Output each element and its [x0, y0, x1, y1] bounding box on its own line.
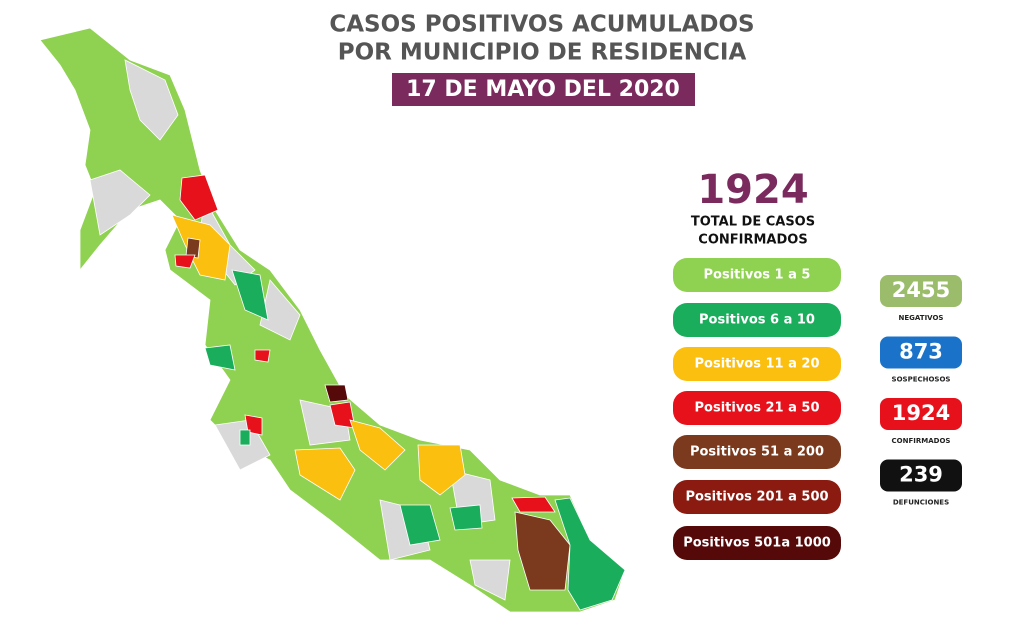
legend-label: Positivos 51 a 200: [690, 445, 824, 460]
region: [469, 559, 511, 601]
region: [171, 214, 231, 281]
region: [239, 429, 251, 446]
region: [294, 447, 356, 501]
total-label: CONFIRMADOS: [698, 233, 807, 248]
legend-label: Positivos 1 a 5: [704, 268, 811, 283]
region: [324, 384, 349, 403]
date-banner: [392, 73, 695, 106]
region: [399, 504, 441, 546]
region: [349, 419, 406, 471]
stat-box: [880, 336, 962, 369]
region: [511, 496, 556, 513]
legend-swatch: [673, 303, 841, 337]
legend-swatch: [673, 480, 841, 514]
region: [254, 349, 271, 363]
legend-swatch: [673, 391, 841, 425]
region: [204, 344, 236, 371]
stat-value: 873: [899, 340, 943, 364]
stat-label: DEFUNCIONES: [893, 499, 949, 507]
region: [124, 59, 179, 141]
stat-value: 239: [899, 463, 943, 487]
total-number: 1924: [697, 167, 808, 213]
stat-value: 1924: [892, 401, 950, 425]
legend-swatch: [673, 435, 841, 469]
region: [514, 511, 571, 591]
legend-label: Positivos 201 a 500: [685, 490, 828, 505]
region: [449, 504, 483, 531]
date: 17 DE MAYO DEL 2020: [406, 77, 680, 102]
region: [417, 444, 466, 496]
region: [179, 174, 219, 221]
region: [89, 169, 151, 236]
map: [39, 27, 626, 613]
stat-box: [880, 398, 962, 430]
state-outline: [39, 27, 626, 613]
stat-value: 2455: [892, 278, 950, 302]
legend-label: Positivos 501a 1000: [683, 536, 831, 551]
region: [185, 237, 201, 259]
legend-swatch: [673, 526, 841, 560]
title-line: POR MUNICIPIO DE RESIDENCIA: [338, 40, 747, 66]
stat-box: [880, 275, 962, 307]
legend-swatch: [673, 347, 841, 381]
stat-label: SOSPECHOSOS: [892, 376, 951, 384]
legend-label: Positivos 6 a 10: [699, 313, 815, 328]
stat-box: [880, 459, 962, 492]
region: [231, 269, 269, 321]
region: [554, 497, 626, 611]
stat-label: CONFIRMADOS: [892, 437, 951, 445]
total-label: TOTAL DE CASOS: [691, 215, 815, 230]
title-line: CASOS POSITIVOS ACUMULADOS: [329, 12, 754, 38]
stat-label: NEGATIVOS: [899, 314, 944, 322]
region: [174, 254, 196, 269]
legend-label: Positivos 11 a 20: [695, 357, 820, 372]
legend-swatch: [673, 258, 841, 292]
legend-label: Positivos 21 a 50: [695, 401, 820, 416]
